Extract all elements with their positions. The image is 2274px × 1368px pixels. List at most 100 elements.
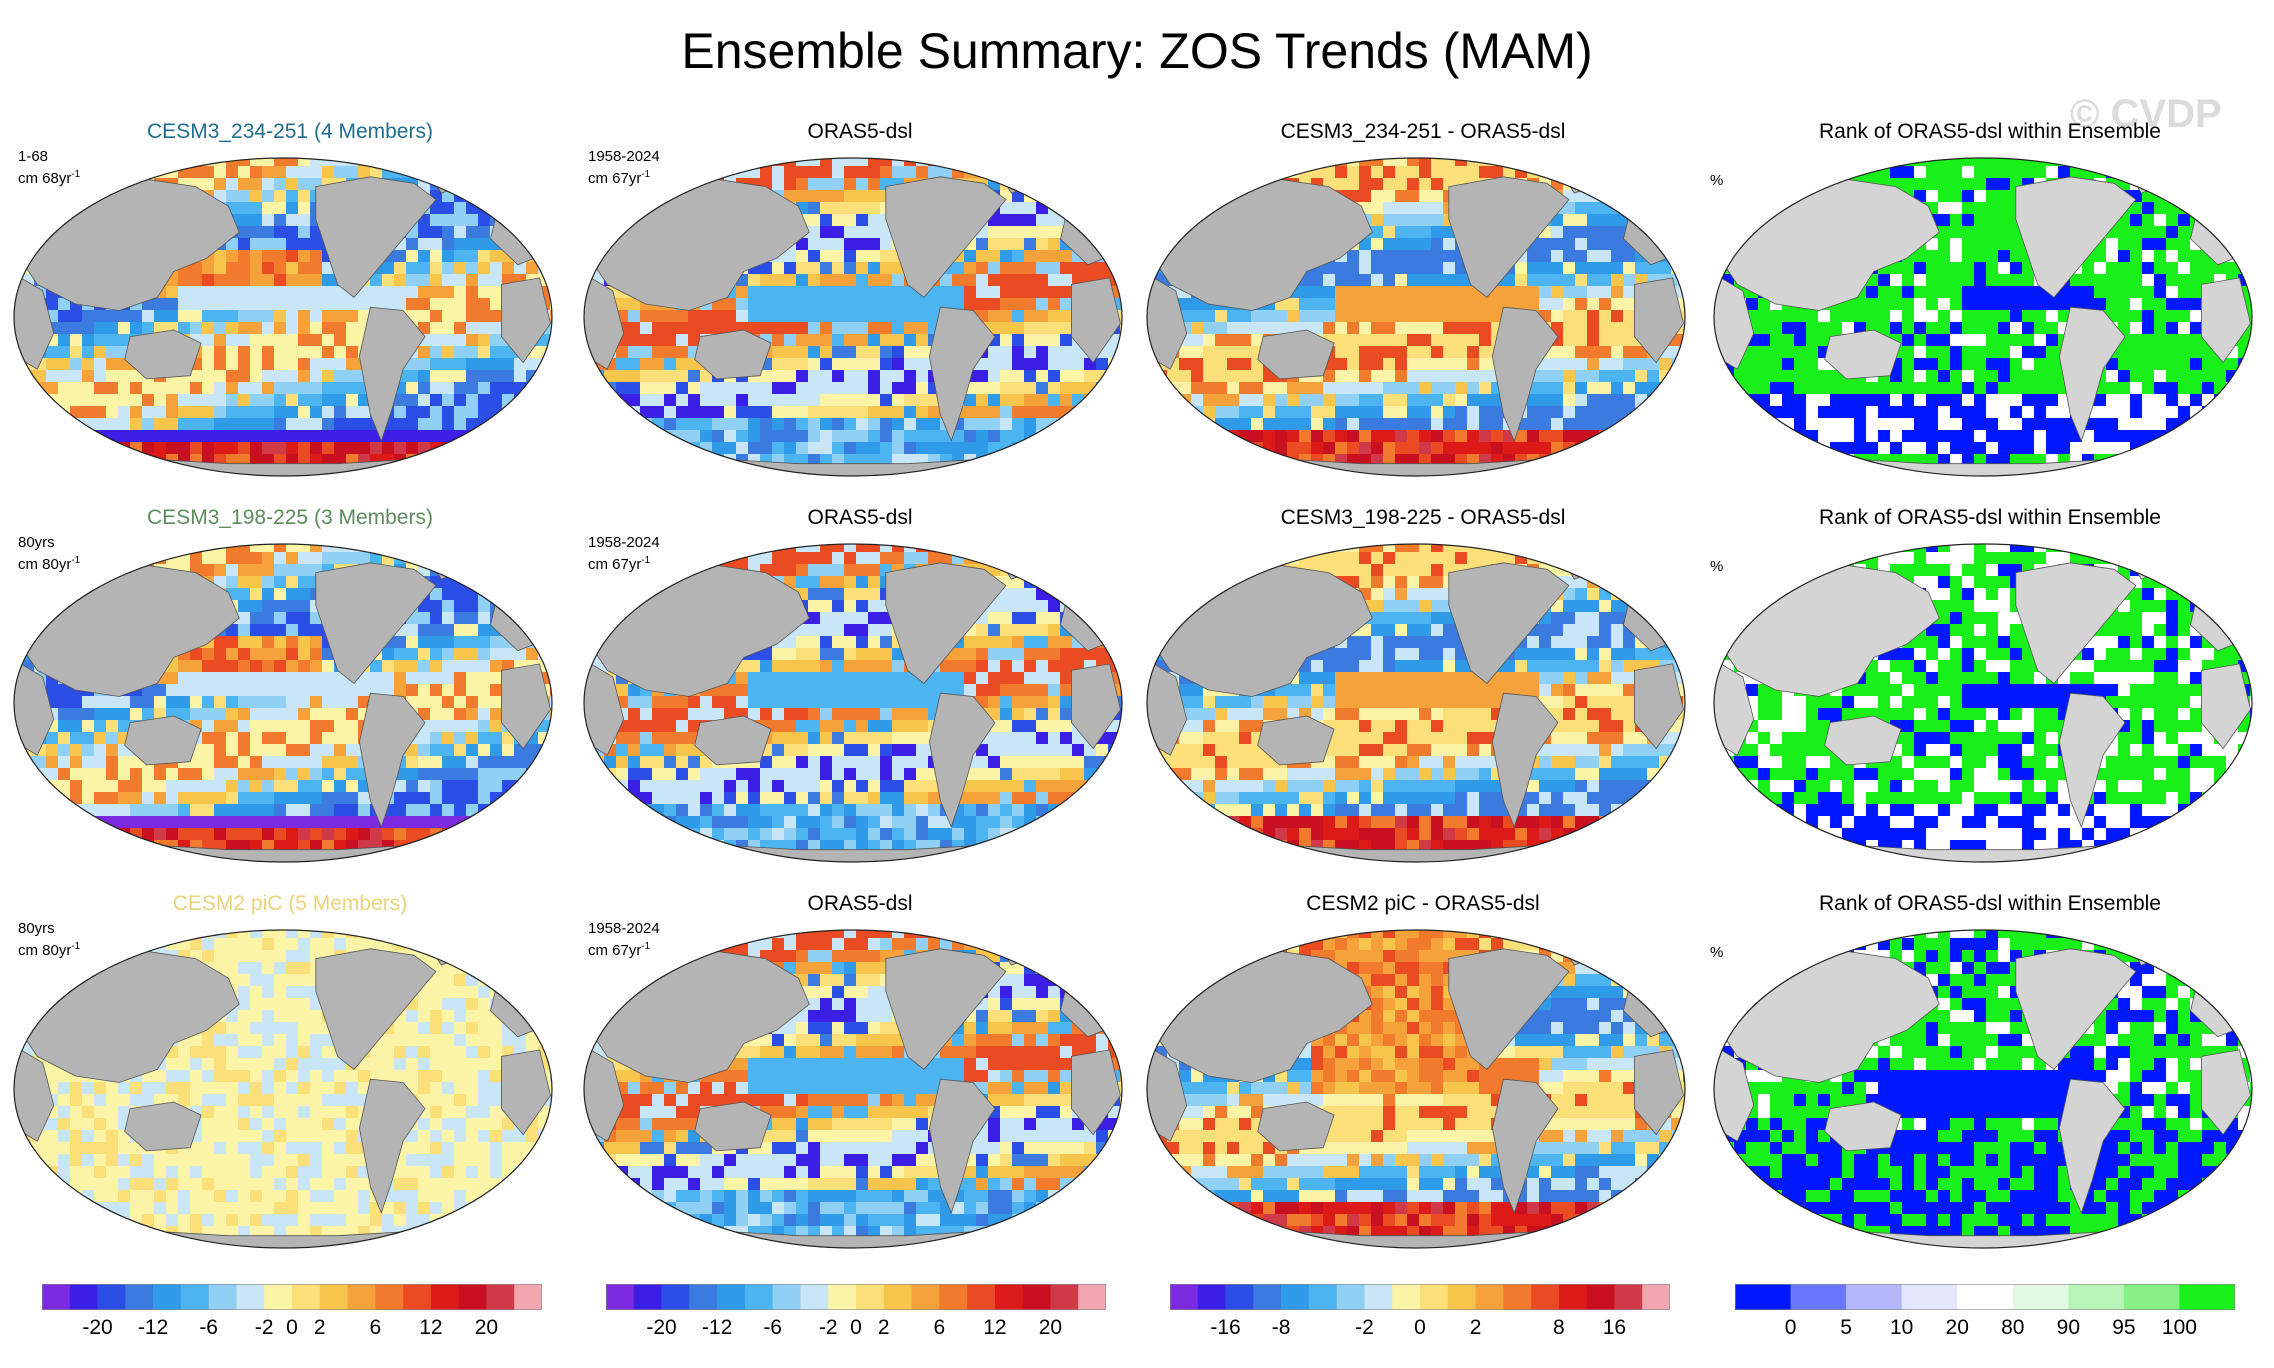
colorbar-tick-label: -6 — [199, 1316, 218, 1339]
colorbar-swatch — [430, 1284, 459, 1310]
land-samerica — [928, 692, 996, 829]
panel-ensemble-row3: CESM2 piC (5 Members) 80yrs cm 80yr-1 — [10, 886, 570, 1272]
colorbar-tick-label: 6 — [369, 1316, 382, 1339]
land-namerica — [885, 562, 1007, 684]
panel-period-label: 80yrs cm 80yr-1 — [18, 920, 80, 960]
panel-ensemble-row1: CESM3_234-251 (4 Members) 1-68 cm 68yr-1 — [10, 114, 570, 500]
panel-title: CESM2 piC - ORAS5-dsl — [1306, 892, 1540, 915]
colorbar-tick-label: 0 — [1414, 1316, 1426, 1339]
colorbar-swatch — [661, 1284, 690, 1310]
colorbar-swatch — [347, 1284, 376, 1310]
colorbar-tick-label: 10 — [1889, 1316, 1914, 1339]
colorbar-swatch — [939, 1284, 968, 1310]
cvdp-watermark: © CVDP — [2070, 92, 2222, 136]
global-map-diff — [1146, 157, 1686, 477]
panel-title: Rank of ORAS5-dsl within Ensemble — [1819, 120, 2161, 143]
panel-period-label: 80yrs cm 80yr-1 — [18, 534, 80, 574]
colorbar-tick-label: 2 — [877, 1316, 890, 1339]
land-samerica — [2058, 1078, 2126, 1215]
colorbar-tick-label: 100 — [2161, 1316, 2197, 1339]
colorbar-tick-label: -2 — [818, 1316, 838, 1339]
colorbar-swatch — [1586, 1284, 1615, 1310]
panel-title: ORAS5-dsl — [807, 892, 913, 915]
colorbar-swatch — [828, 1284, 857, 1310]
map-border — [583, 157, 1123, 477]
colorbar-tick-label: 90 — [2056, 1316, 2081, 1339]
colorbar-rank: 0 5 10 20 80 90 95 100 — [1735, 1284, 2235, 1344]
colorbar-swatch — [1336, 1284, 1365, 1310]
land-africaE — [1633, 1049, 1684, 1136]
panel-title: CESM3_234-251 (4 Members) — [147, 120, 433, 143]
colorbar-swatch — [1735, 1284, 1791, 1310]
colorbar-tick-label: -20 — [82, 1316, 113, 1339]
period-text: 1958-2024 — [588, 534, 660, 551]
colorbar-swatch — [994, 1284, 1023, 1310]
land-australia — [694, 715, 772, 766]
land-namerica — [1448, 948, 1570, 1070]
land-namerica — [1448, 562, 1570, 684]
colorbar-tick-label: -12 — [701, 1316, 733, 1339]
global-map-diff — [1146, 543, 1686, 863]
land-samerica — [2058, 692, 2126, 829]
colorbar-tick-label: -8 — [1271, 1316, 1291, 1339]
colorbar-tick-label: 16 — [1602, 1316, 1627, 1339]
colorbar-tick-label: 0 — [850, 1316, 862, 1339]
colorbar-tick-label: 20 — [1038, 1316, 1063, 1339]
colorbar-tick-label: 0 — [1784, 1316, 1797, 1339]
land-namerica — [315, 176, 437, 298]
land-namerica — [2015, 562, 2137, 684]
land-samerica — [1491, 306, 1559, 443]
land-samerica — [2058, 306, 2126, 443]
colorbar-diff: -16 -8 -2 0 2 8 16 — [1170, 1284, 1670, 1344]
colorbar-swatch — [967, 1284, 996, 1310]
colorbar-swatch — [486, 1284, 515, 1310]
panel-rank-row2: Rank of ORAS5-dsl within Ensemble% — [1710, 500, 2270, 886]
colorbar-tick-label: -12 — [137, 1316, 169, 1339]
land-africaE — [1070, 663, 1121, 750]
colorbar-tick-label: 95 — [2112, 1316, 2136, 1339]
global-map-rankC — [1713, 929, 2253, 1249]
panel-rank-row3: Rank of ORAS5-dsl within Ensemble% — [1710, 886, 2270, 1272]
global-map-cesm3a — [13, 157, 553, 477]
land-samerica — [928, 1078, 996, 1215]
panel-diff-row2: CESM3_198-225 - ORAS5-dsl — [1143, 500, 1703, 886]
panel-title: CESM2 piC (5 Members) — [172, 892, 408, 915]
units-text: cm 67yr-1 — [588, 169, 651, 187]
panel-obs-row3: ORAS5-dsl 1958-2024 cm 67yr-1 — [580, 886, 1140, 1272]
map-border — [1713, 543, 2253, 863]
colorbar-swatch — [2179, 1284, 2235, 1310]
colorbar-swatch — [1197, 1284, 1226, 1310]
land-namerica — [885, 948, 1007, 1070]
land-australia — [1257, 715, 1335, 766]
colorbar-swatch — [97, 1284, 126, 1310]
land-namerica — [315, 562, 437, 684]
colorbar-tick-label: -6 — [763, 1316, 782, 1339]
land-africaE — [2200, 1049, 2251, 1136]
land-africaE — [1633, 663, 1684, 750]
units-text: cm 67yr-1 — [588, 941, 651, 959]
land-samerica — [358, 692, 426, 829]
land-namerica — [2015, 176, 2137, 298]
colorbar-trend-obs: -20 -12 -6 -2 0 2 6 12 20 — [606, 1284, 1106, 1344]
colorbar-tick-label: 20 — [474, 1316, 499, 1339]
period-text: 1958-2024 — [588, 148, 660, 165]
panel-rank-row1: Rank of ORAS5-dsl within Ensemble% — [1710, 114, 2270, 500]
colorbar-swatch — [1078, 1284, 1106, 1310]
land-namerica — [2015, 948, 2137, 1070]
land-australia — [1257, 329, 1335, 380]
colorbar-swatch — [1503, 1284, 1532, 1310]
colorbar-swatch — [319, 1284, 348, 1310]
colorbar-tick-label: 2 — [313, 1316, 326, 1339]
rank-unit-label: % — [1710, 558, 1724, 575]
panel-title: CESM3_198-225 - ORAS5-dsl — [1280, 506, 1566, 529]
colorbar-swatch — [1790, 1284, 1847, 1310]
colorbar-tick-label: 12 — [983, 1316, 1007, 1339]
units-text: cm 80yr-1 — [18, 941, 81, 959]
land-australia — [1257, 1101, 1335, 1152]
colorbar-swatch — [717, 1284, 746, 1310]
colorbar-tick-label: 20 — [1945, 1316, 1969, 1339]
colorbar-tick-label: 0 — [286, 1316, 298, 1339]
land-australia — [124, 1101, 202, 1152]
land-africaE — [1633, 277, 1684, 364]
colorbar-tick-label: 5 — [1840, 1316, 1852, 1339]
